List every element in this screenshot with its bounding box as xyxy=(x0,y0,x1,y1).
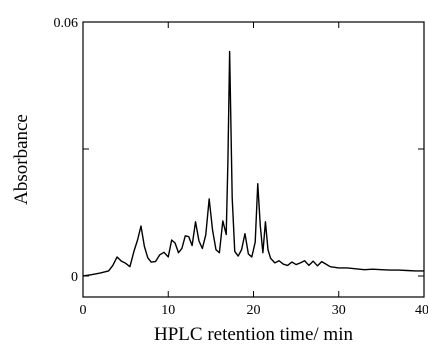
series-line xyxy=(82,50,424,277)
x-tick-label: 30 xyxy=(332,303,346,318)
x-tick-label: 20 xyxy=(247,303,261,318)
y-axis-ticks: 00.06 xyxy=(54,16,424,285)
x-axis-ticks: 0 10 20 30 40 xyxy=(80,22,428,318)
x-axis-title: HPLC retention time/ min xyxy=(154,324,353,345)
x-tick-label: 0 xyxy=(80,303,87,318)
y-tick-label: 0 xyxy=(71,270,78,285)
plot-frame xyxy=(82,21,425,298)
y-tick-label: 0.06 xyxy=(54,16,79,31)
plot-area: 0 10 20 30 40 00.06 xyxy=(54,16,428,318)
x-tick-label: 40 xyxy=(415,303,428,318)
x-tick-label: 10 xyxy=(161,303,175,318)
y-axis-title: Absorbance xyxy=(11,114,32,205)
